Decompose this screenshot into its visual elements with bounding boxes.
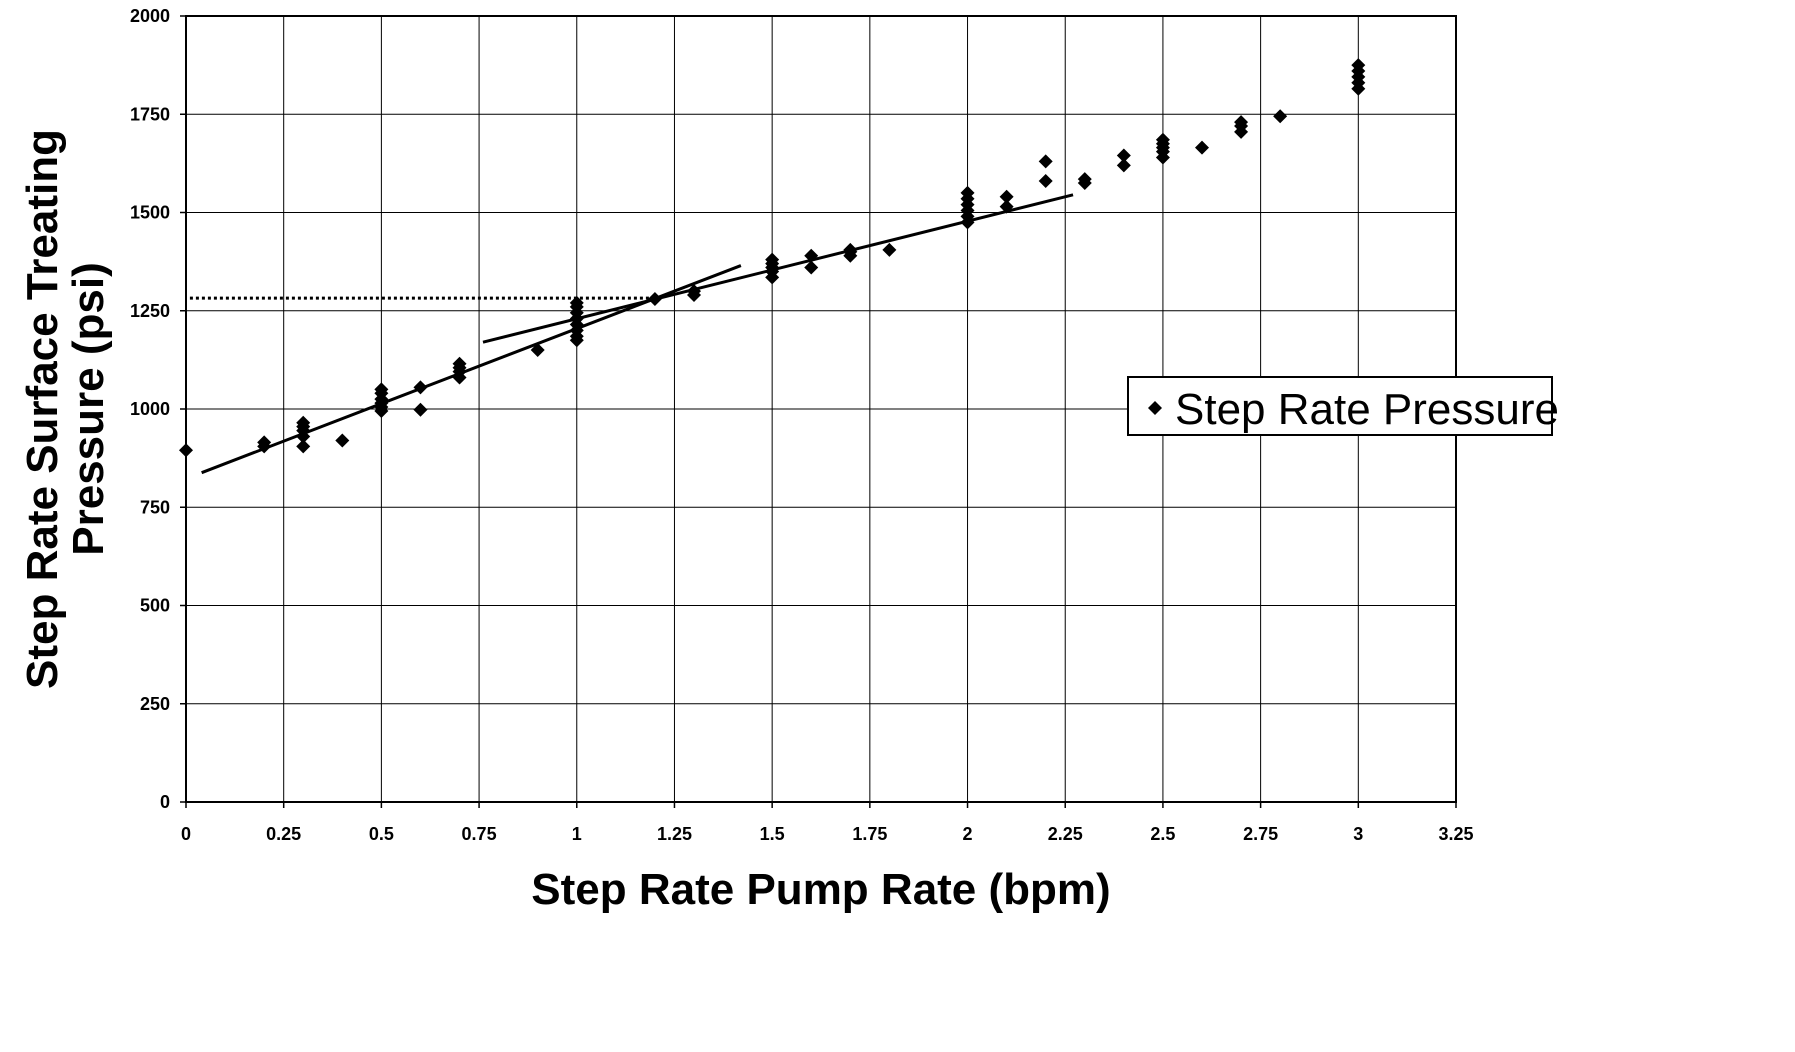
legend-box (1127, 376, 1553, 436)
x-tick-label: 0.5 (369, 824, 394, 844)
y-axis-title-line-2: Pressure (psi) (64, 262, 113, 555)
data-point (530, 343, 545, 358)
data-point (452, 356, 467, 371)
legend-label: Step Rate Pressure (1175, 385, 1559, 434)
data-point (1351, 58, 1366, 73)
data-point (1116, 158, 1131, 173)
data-point (413, 380, 428, 395)
data-point (1273, 109, 1288, 124)
y-tick-label: 250 (140, 694, 170, 714)
data-point (1234, 115, 1249, 130)
data-point (1195, 140, 1209, 155)
x-tick-label: 1 (572, 824, 582, 844)
data-point (413, 402, 428, 417)
data-point (1155, 132, 1170, 147)
x-tick-label: 0 (181, 824, 191, 844)
data-point (843, 242, 858, 257)
x-axis-title: Step Rate Pump Rate (bpm) (531, 865, 1110, 914)
y-tick-label: 500 (140, 596, 170, 616)
data-point (647, 291, 662, 306)
y-tick-label: 0 (160, 792, 170, 812)
x-tick-label: 0.75 (462, 824, 497, 844)
data-point (960, 185, 975, 200)
data-point (999, 189, 1014, 204)
x-tick-label: 1.5 (760, 824, 785, 844)
y-tick-label: 2000 (130, 6, 170, 26)
x-tick-label: 3.25 (1438, 824, 1473, 844)
x-tick-label: 2.75 (1243, 824, 1278, 844)
data-point (1038, 154, 1053, 169)
data-point (569, 295, 584, 310)
data-point (296, 439, 311, 454)
data-point (1038, 174, 1053, 189)
x-tick-label: 1.25 (657, 824, 692, 844)
x-tick-label: 3 (1353, 824, 1363, 844)
y-tick-label: 1250 (130, 301, 170, 321)
legend-marker-diamond (1148, 401, 1162, 415)
x-tick-label: 2.5 (1150, 824, 1175, 844)
data-point (804, 248, 819, 263)
data-point (765, 252, 780, 267)
data-point (882, 242, 897, 257)
y-tick-label: 1750 (130, 104, 170, 124)
data-point (804, 260, 819, 275)
y-tick-label: 1500 (130, 203, 170, 223)
x-tick-label: 2.25 (1048, 824, 1083, 844)
x-tick-label: 1.75 (852, 824, 887, 844)
x-tick-label: 0.25 (266, 824, 301, 844)
data-point (257, 435, 272, 450)
data-point (1077, 172, 1092, 187)
data-point (374, 382, 389, 397)
data-point (335, 433, 350, 448)
legend: Step Rate Pressure (1127, 376, 1559, 436)
data-point (999, 199, 1014, 214)
y-axis-title-line-1: Step Rate Surface Treating (18, 129, 67, 689)
data-point (179, 443, 193, 458)
y-tick-label: 1000 (130, 399, 170, 419)
data-point (687, 284, 701, 299)
data-points (179, 58, 1366, 458)
data-point (1116, 148, 1131, 163)
y-tick-label: 750 (140, 497, 170, 517)
axis-ticks: 0 0.25 0.5 0.75 1 1.25 1.5 1.75 2 2.25 2.5 2.75 3 3.2… (130, 6, 1474, 844)
x-tick-label: 2 (963, 824, 973, 844)
data-point (296, 415, 311, 430)
